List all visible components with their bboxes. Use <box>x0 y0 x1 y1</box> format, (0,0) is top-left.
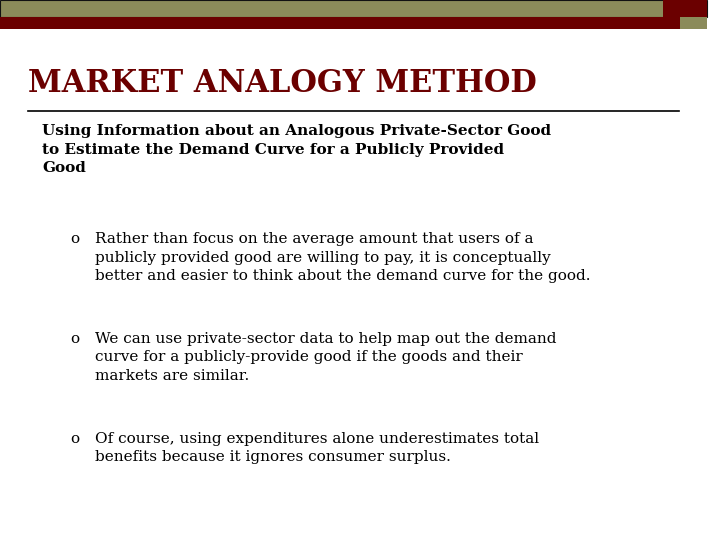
Text: MARKET ANALOGY METHOD: MARKET ANALOGY METHOD <box>28 68 537 98</box>
Bar <box>0 0 707 17</box>
Text: We can use private-sector data to help map out the demand
curve for a publicly-p: We can use private-sector data to help m… <box>96 332 557 383</box>
Text: Rather than focus on the average amount that users of a
publicly provided good a: Rather than focus on the average amount … <box>96 232 591 283</box>
Bar <box>663 0 707 17</box>
Bar <box>0 17 707 29</box>
Bar <box>680 17 707 29</box>
Text: o: o <box>71 432 80 446</box>
Text: o: o <box>71 332 80 346</box>
Text: Using Information about an Analogous Private-Sector Good
to Estimate the Demand : Using Information about an Analogous Pri… <box>42 124 552 175</box>
Text: Of course, using expenditures alone underestimates total
benefits because it ign: Of course, using expenditures alone unde… <box>96 432 539 464</box>
Text: o: o <box>71 232 80 246</box>
